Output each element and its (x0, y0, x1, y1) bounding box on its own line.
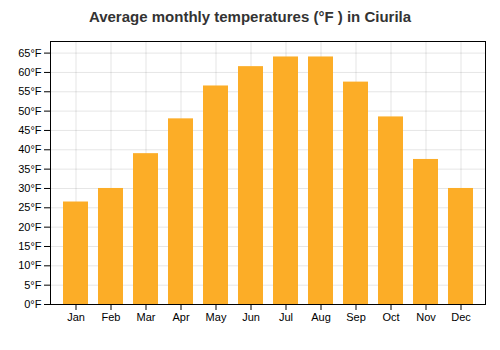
svg-text:Oct: Oct (382, 311, 399, 323)
svg-text:Mar: Mar (137, 311, 156, 323)
svg-text:45°F: 45°F (18, 124, 42, 136)
svg-text:Dec: Dec (451, 311, 471, 323)
svg-text:Aug: Aug (311, 311, 331, 323)
svg-text:15°F: 15°F (18, 240, 42, 252)
svg-text:Jul: Jul (279, 311, 293, 323)
svg-text:35°F: 35°F (18, 163, 42, 175)
svg-text:10°F: 10°F (18, 259, 42, 271)
svg-text:65°F: 65°F (18, 47, 42, 59)
svg-text:Sep: Sep (346, 311, 366, 323)
svg-text:Feb: Feb (102, 311, 121, 323)
svg-text:Apr: Apr (172, 311, 189, 323)
svg-text:Jun: Jun (242, 311, 260, 323)
svg-text:30°F: 30°F (18, 182, 42, 194)
svg-text:5°F: 5°F (24, 279, 42, 291)
svg-text:25°F: 25°F (18, 201, 42, 213)
svg-text:40°F: 40°F (18, 143, 42, 155)
svg-text:0°F: 0°F (24, 298, 42, 310)
svg-text:May: May (206, 311, 227, 323)
svg-text:50°F: 50°F (18, 105, 42, 117)
svg-text:20°F: 20°F (18, 221, 42, 233)
svg-text:60°F: 60°F (18, 66, 42, 78)
svg-text:Jan: Jan (67, 311, 85, 323)
svg-text:Nov: Nov (416, 311, 436, 323)
svg-text:55°F: 55°F (18, 85, 42, 97)
html-text:Average monthly temperatures (: Average monthly temperatures (°F ) in Ci… (88, 8, 412, 25)
